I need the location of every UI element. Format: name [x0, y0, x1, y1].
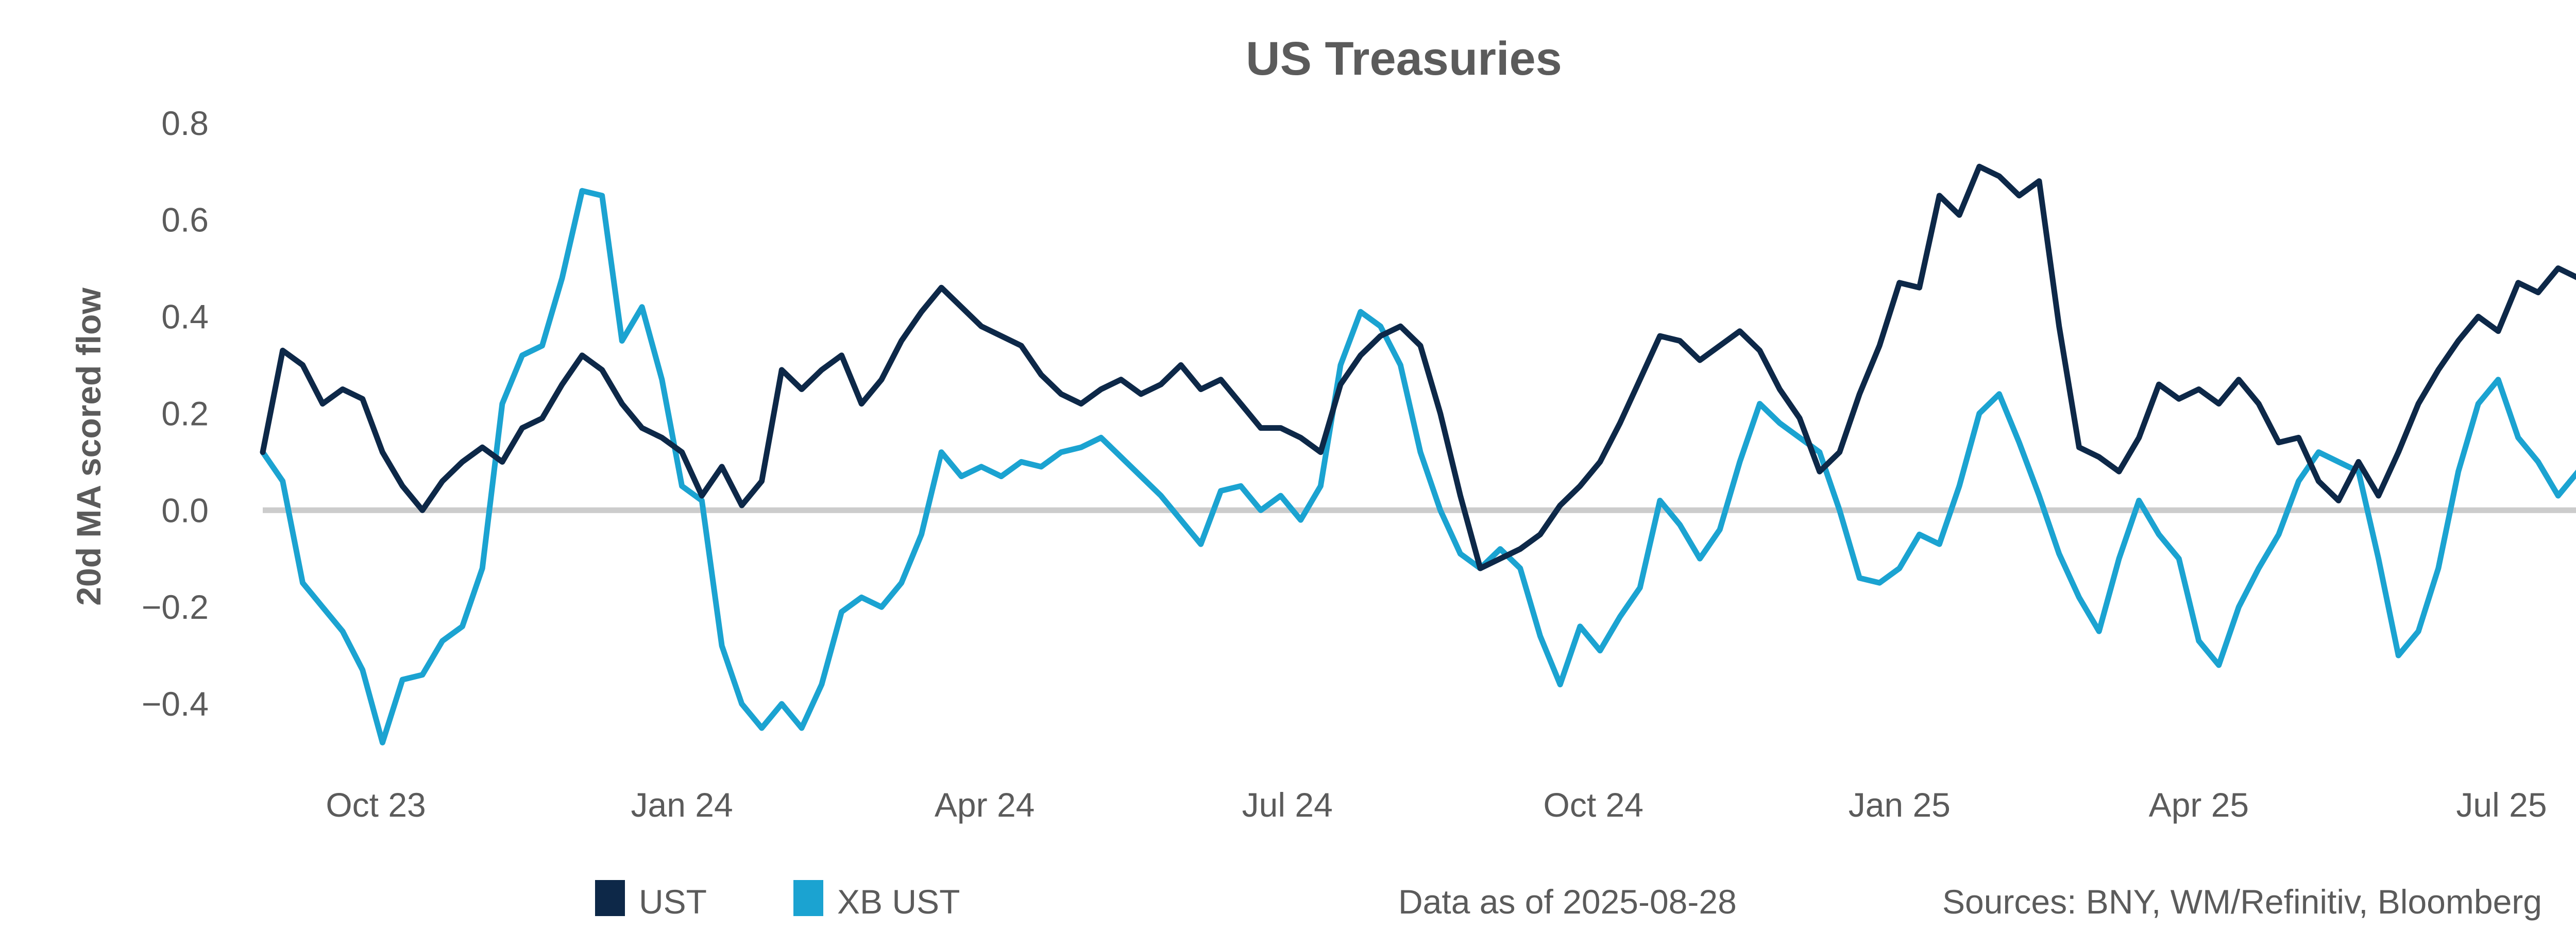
y-tick-label: 0.0 [161, 491, 209, 529]
plot-area [260, 163, 2576, 746]
y-tick-label: 0.4 [161, 298, 209, 336]
y-axis-label: 20d MA scored flow [70, 288, 108, 606]
y-tick-label: 0.6 [161, 201, 209, 239]
legend-label-ust: UST [639, 883, 707, 921]
x-tick-label: Apr 24 [935, 786, 1035, 824]
x-tick-label: Oct 24 [1544, 786, 1643, 824]
legend-swatch-ust [595, 880, 625, 916]
series-line-xb-ust [260, 188, 2576, 746]
legend-swatch-xb-ust [793, 880, 823, 916]
y-axis-ticks: −0.4 −0.2 0.0 0.2 0.4 0.6 0.8 [142, 104, 209, 723]
y-tick-label: 0.2 [161, 394, 209, 432]
chart-title: US Treasuries [1246, 32, 1562, 85]
x-axis-ticks: Oct 23 Jan 24 Apr 24 Jul 24 Oct 24 Jan 25 Apr … [326, 786, 2547, 824]
x-tick-label: Jul 25 [2456, 786, 2547, 824]
sources-note: Sources: BNY, WM/Refinitiv, Bloomberg [1942, 883, 2542, 921]
x-tick-label: Apr 25 [2149, 786, 2249, 824]
y-tick-label: −0.2 [142, 588, 209, 626]
data-as-of-note: Data as of 2025-08-28 [1398, 883, 1737, 921]
x-tick-label: Jan 24 [631, 786, 733, 824]
x-tick-label: Jul 24 [1242, 786, 1333, 824]
series-line-ust [260, 163, 2576, 571]
legend: UST XB UST [595, 880, 960, 921]
x-tick-label: Oct 23 [326, 786, 426, 824]
legend-label-xb-ust: XB UST [837, 883, 960, 921]
x-tick-label: Jan 25 [1849, 786, 1951, 824]
y-tick-label: −0.4 [142, 685, 209, 723]
y-tick-label: 0.8 [161, 104, 209, 142]
